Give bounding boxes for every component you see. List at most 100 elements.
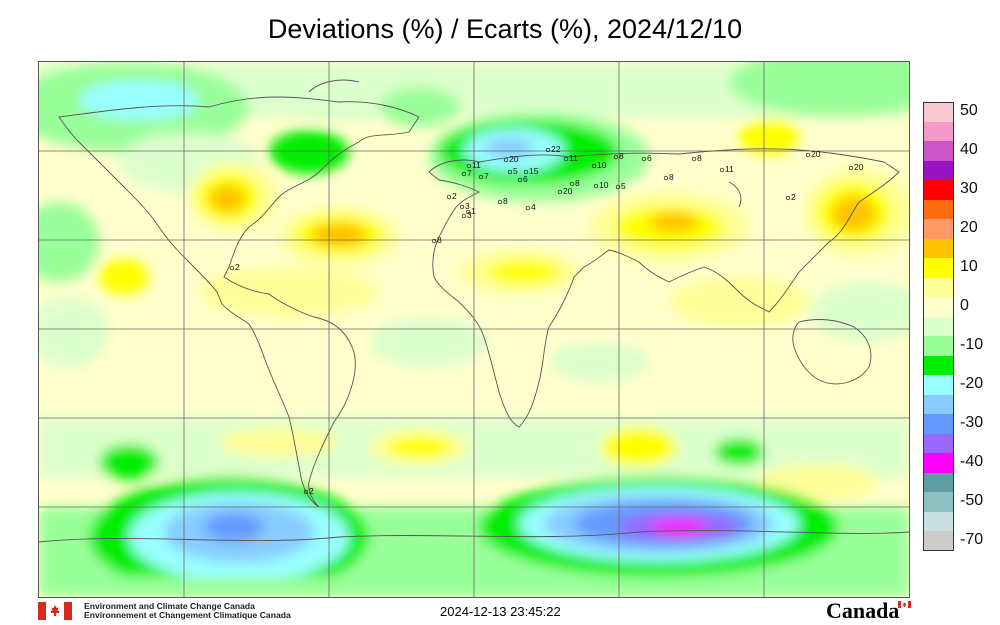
station-marker: [303, 489, 309, 495]
station-value: 15: [529, 166, 539, 176]
station-value: 8: [669, 172, 674, 182]
legend-label: -20: [960, 375, 984, 392]
station-marker: [785, 195, 791, 201]
legend-swatch: [923, 180, 954, 200]
station-value: 11: [472, 160, 481, 170]
station-marker: [563, 156, 569, 162]
station-value: 8: [619, 151, 624, 161]
station-value: 5: [621, 181, 626, 191]
legend-swatch: [923, 297, 954, 317]
station-marker: [557, 189, 563, 195]
station-marker: [719, 167, 725, 173]
legend-swatch: [923, 160, 954, 180]
graticule: [39, 62, 909, 597]
station-value: 8: [437, 235, 442, 245]
legend-swatch: [923, 141, 954, 161]
station-value: 11: [569, 153, 578, 163]
station-marker: [229, 265, 235, 271]
station-marker: [466, 163, 472, 169]
legend-swatch: [923, 277, 954, 297]
station-marker: [461, 171, 467, 177]
station-value: 3: [467, 210, 472, 220]
station-marker: [848, 165, 854, 171]
station-value: 11: [725, 164, 734, 174]
station-value: 4: [531, 202, 536, 212]
station-observations: 22 20 11 11 10 8 8 8 11 7 20 5 15 7 6 20…: [229, 144, 864, 496]
canada-wordmark: Canada: [826, 598, 900, 623]
station-value: 2: [452, 191, 457, 201]
legend-swatch: [923, 121, 954, 141]
station-value: 5: [513, 166, 518, 176]
station-marker: [507, 169, 513, 175]
station-marker: [459, 204, 465, 210]
canada-flag-icon: [38, 602, 72, 620]
station-marker: [569, 181, 575, 187]
station-marker: [663, 175, 669, 181]
station-value: 1: [471, 206, 476, 216]
legend-swatch: [923, 414, 954, 434]
legend-swatch: [923, 199, 954, 219]
legend-swatch: [923, 453, 954, 473]
station-value: 2: [235, 262, 240, 272]
station-marker: [523, 169, 529, 175]
legend-label: 40: [960, 141, 978, 158]
deviation-map: 22 20 11 11 10 8 8 8 11 7 20 5 15 7 6 20…: [38, 61, 910, 598]
legend-swatch: [923, 472, 954, 492]
legend-label: 20: [960, 219, 978, 236]
station-value: 8: [503, 196, 508, 206]
station-marker: [641, 156, 647, 162]
legend-label: -10: [960, 336, 984, 353]
legend-swatch: [923, 492, 954, 512]
station-marker: [478, 174, 484, 180]
legend-label: -30: [960, 414, 984, 431]
station-marker: [461, 213, 467, 219]
station-value: 3: [465, 201, 470, 211]
legend-swatch: [923, 511, 954, 531]
legend-label: 10: [960, 258, 978, 275]
station-marker: [503, 157, 509, 163]
station-marker: [431, 238, 437, 244]
legend-swatch: [923, 375, 954, 395]
legend-swatch: [923, 355, 954, 375]
org-name-fr: Environnement et Changement Climatique C…: [84, 610, 291, 620]
timestamp: 2024-12-13 23:45:22: [440, 604, 561, 619]
station-marker: [525, 205, 531, 211]
wordmark-flag-icon: [898, 601, 911, 608]
legend-swatch: [923, 316, 954, 336]
station-value: 20: [563, 186, 573, 196]
legend-swatch: [923, 258, 954, 278]
coastlines: [39, 79, 909, 543]
map-title: Deviations (%) / Ecarts (%), 2024/12/10: [267, 14, 743, 44]
station-value: 2: [309, 486, 314, 496]
legend-label: -50: [960, 492, 984, 509]
legend-label: -70: [960, 531, 984, 548]
station-marker: [593, 183, 599, 189]
legend-swatch: [923, 394, 954, 414]
legend-swatch: [923, 531, 954, 551]
legend-swatch: [923, 102, 954, 122]
color-legend: 50 40 30 20 10 0 -10 -20 -30 -40 -50 -70: [920, 100, 1000, 570]
station-value: 10: [599, 180, 609, 190]
org-name-en: Environment and Climate Change Canada: [84, 601, 255, 611]
station-marker: [591, 163, 597, 169]
station-marker: [691, 156, 697, 162]
station-value: 8: [575, 178, 580, 188]
station-marker: [497, 199, 503, 205]
station-value: 20: [854, 162, 864, 172]
legend-label: 30: [960, 180, 978, 197]
legend-label: 0: [960, 297, 969, 314]
station-marker: [545, 147, 551, 153]
station-value: 8: [697, 153, 702, 163]
legend-label: 50: [960, 102, 978, 119]
legend-label: -40: [960, 453, 984, 470]
station-marker: [615, 184, 621, 190]
station-value: 2: [791, 192, 796, 202]
station-value: 7: [484, 171, 489, 181]
station-marker: [805, 152, 811, 158]
station-value: 22: [551, 144, 561, 154]
station-value: 6: [523, 174, 528, 184]
station-value: 10: [597, 160, 607, 170]
station-value: 6: [647, 153, 652, 163]
station-value: 20: [509, 154, 519, 164]
station-marker: [446, 194, 452, 200]
